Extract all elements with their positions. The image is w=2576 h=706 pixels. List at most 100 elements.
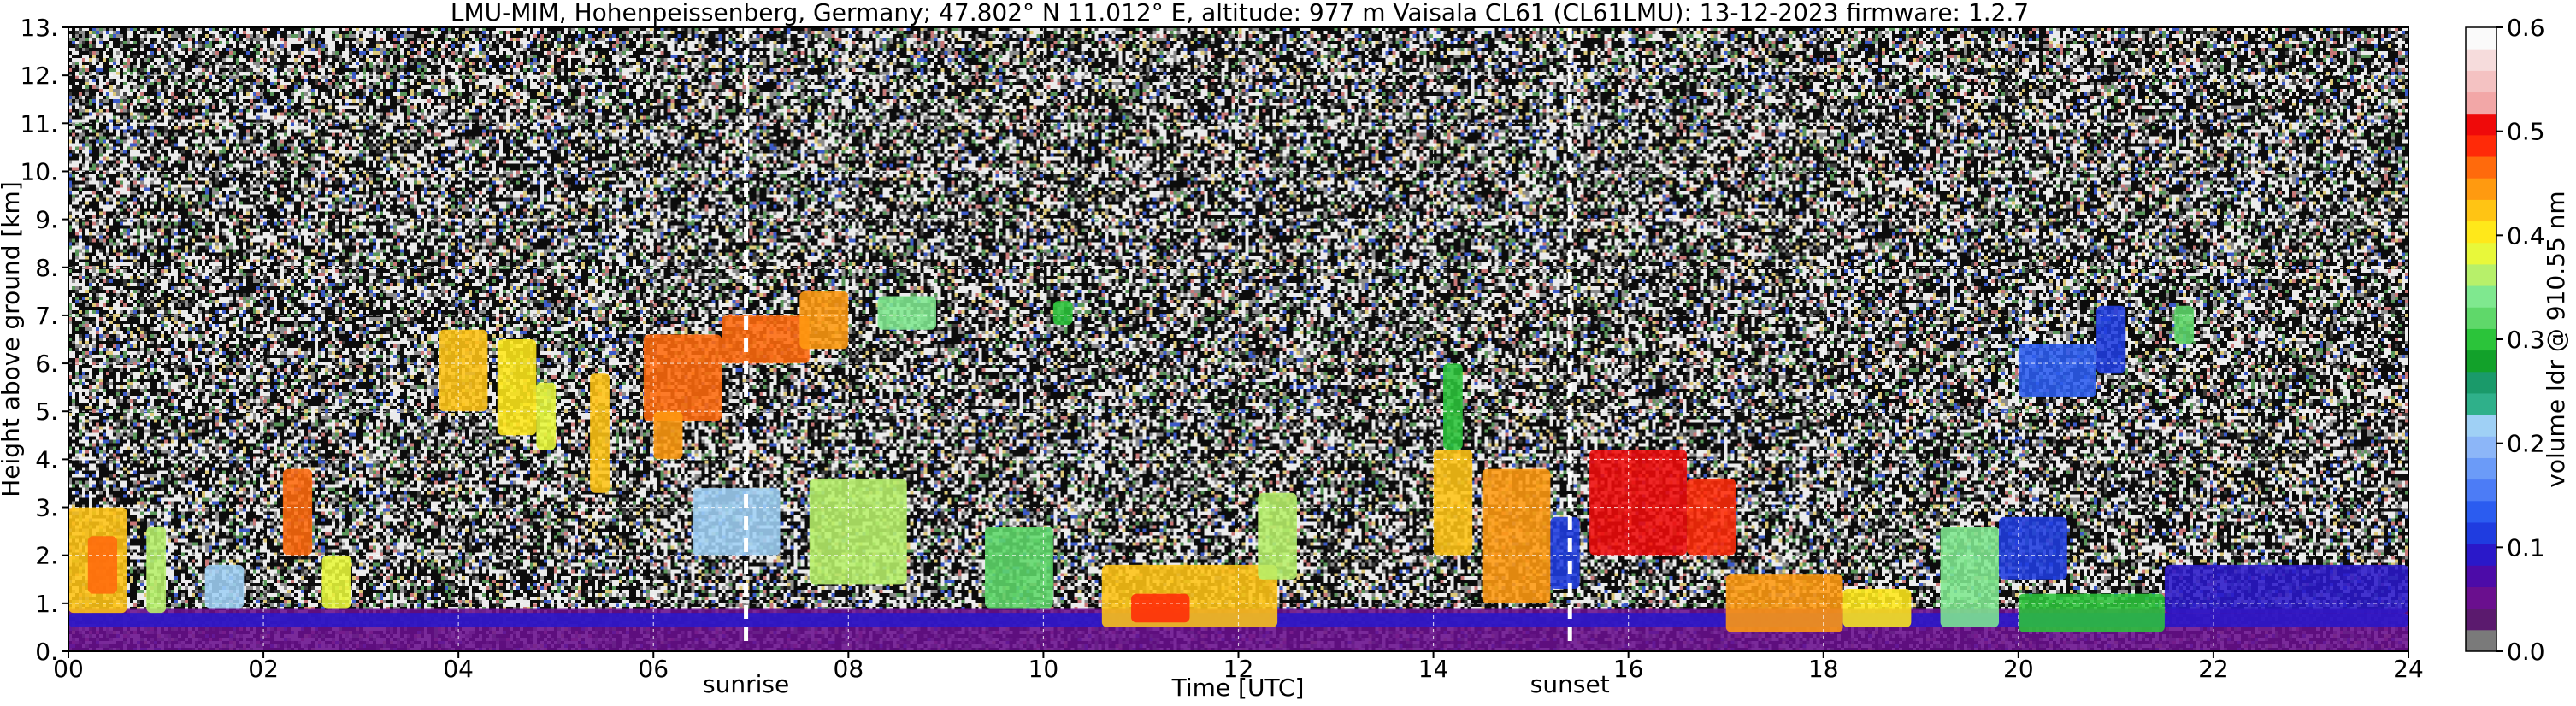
x-axis: 00 02 04 06 08 10 12 14 16 18 20 22 24: [53, 651, 2424, 683]
y-tick-label: 11.: [20, 109, 58, 138]
colorbar-tick-label: 0.5: [2507, 118, 2545, 146]
y-tick-label: 2.: [35, 542, 58, 570]
data-region-29: [1687, 478, 1736, 556]
data-region-6: [282, 468, 313, 556]
data-region-38: [2164, 564, 2408, 614]
data-region-19: [1052, 301, 1073, 326]
data-region-11: [590, 373, 610, 493]
colorbar-swatch: [2466, 27, 2496, 50]
x-tick-label: 02: [248, 655, 279, 683]
data-region-17: [692, 488, 781, 556]
colorbar-swatch: [2466, 199, 2496, 222]
colorbar-swatch: [2466, 70, 2496, 93]
data-region-8: [439, 329, 488, 412]
x-tick-label: 16: [1613, 655, 1644, 683]
colorbar-swatch: [2466, 134, 2496, 157]
colorbar-swatch: [2466, 178, 2496, 200]
colorbar-swatch: [2466, 586, 2496, 609]
colorbar-swatch: [2466, 285, 2496, 308]
colorbar-swatch: [2466, 156, 2496, 179]
colorbar-swatch: [2466, 91, 2496, 115]
colorbar-swatch: [2466, 457, 2496, 480]
data-region-35: [2096, 305, 2126, 374]
colorbar-swatch: [2466, 49, 2496, 71]
data-region-34: [2018, 344, 2097, 397]
x-axis-label: Time [UTC]: [1171, 674, 1305, 702]
colorbar-tick-label: 0.4: [2507, 221, 2545, 250]
colorbar-swatch: [2466, 608, 2496, 631]
data-region-28: [1589, 450, 1688, 556]
y-tick-label: 5.: [35, 397, 58, 426]
plot-area: [68, 27, 2408, 651]
colorbar-tick-label: 0.3: [2507, 326, 2545, 354]
colorbar-swatch: [2466, 242, 2496, 265]
data-region-27: [1550, 516, 1580, 589]
colorbar: 0.0 0.1 0.2 0.3 0.4 0.5 0.6: [2465, 14, 2545, 666]
data-region-10: [536, 382, 557, 450]
colorbar-swatch: [2466, 328, 2496, 351]
colorbar-tick-label: 0.2: [2507, 430, 2545, 458]
x-tick-label: 00: [53, 655, 84, 683]
x-tick-label: 24: [2393, 655, 2424, 683]
colorbar-tick-label: 0.6: [2507, 14, 2545, 42]
y-tick-label: 13.: [20, 14, 58, 42]
data-region-13: [653, 411, 683, 460]
data-region-23: [1258, 492, 1297, 580]
y-tick-label: 4.: [35, 445, 58, 474]
colorbar-swatch: [2466, 371, 2496, 394]
colorbar-swatch: [2466, 479, 2496, 502]
colorbar-swatch: [2466, 544, 2496, 566]
grid-lines: [68, 26, 2409, 652]
colorbar-swatch: [2466, 307, 2496, 329]
y-tick-label: 7.: [35, 302, 58, 330]
colorbar-swatch: [2466, 415, 2496, 437]
data-region-31: [1842, 589, 1912, 627]
x-tick-label: 06: [638, 655, 669, 683]
data-region-18: [809, 478, 907, 585]
colorbar-swatch: [2466, 500, 2496, 523]
y-tick-label: 9.: [35, 206, 58, 234]
data-region-25: [1442, 363, 1463, 450]
x-tick-label: 04: [443, 655, 474, 683]
colorbar-tick-label: 0.0: [2507, 638, 2545, 666]
x-tick-label: 14: [1418, 655, 1449, 683]
chart-title: LMU-MIM, Hohenpeissenberg, Germany; 47.8…: [451, 0, 2029, 26]
colorbar-swatch: [2466, 521, 2496, 544]
data-region-36: [2174, 305, 2195, 344]
y-tick-label: 1.: [35, 590, 58, 618]
y-tick-label: 3.: [35, 494, 58, 522]
sunrise-label: sunrise: [703, 670, 789, 698]
x-tick-label: 18: [1808, 655, 1839, 683]
colorbar-swatch: [2466, 350, 2496, 373]
colorbar-swatch: [2466, 263, 2496, 286]
data-region-20: [984, 527, 1053, 609]
data-region-14: [722, 315, 810, 364]
data-region-3: [87, 536, 118, 594]
data-region-33: [1999, 516, 2067, 580]
colorbar-swatch: [2466, 565, 2496, 587]
x-tick-label: 12: [1223, 655, 1254, 683]
data-region-37: [2018, 593, 2165, 632]
data-region-30: [1725, 574, 1843, 632]
colorbar-swatch: [2466, 392, 2496, 415]
data-region-22: [1131, 593, 1190, 623]
data-region-26: [1482, 468, 1551, 603]
data-region-32: [1940, 527, 2000, 627]
data-region-16: [877, 296, 936, 330]
x-tick-label: 10: [1029, 655, 1059, 683]
data-region-9: [497, 339, 537, 436]
colorbar-label: volume ldr @ 910.55 nm: [2542, 191, 2570, 487]
colorbar-swatch: [2466, 629, 2496, 652]
colorbar-swatch: [2466, 113, 2496, 136]
data-region-21: [1101, 564, 1278, 627]
y-axis: 0. 1. 2. 3. 4. 5. 6. 7. 8. 9. 10. 11. 12. 13.: [20, 14, 68, 666]
y-tick-label: 10.: [20, 157, 58, 185]
colorbar-swatch: [2466, 436, 2496, 458]
y-tick-label: 0.: [35, 638, 58, 666]
colorbar-tick-label: 0.1: [2507, 533, 2545, 562]
data-region-15: [799, 291, 849, 350]
x-tick-label: 22: [2198, 655, 2229, 683]
y-tick-label: 12.: [20, 62, 58, 90]
x-tick-label: 20: [2003, 655, 2034, 683]
